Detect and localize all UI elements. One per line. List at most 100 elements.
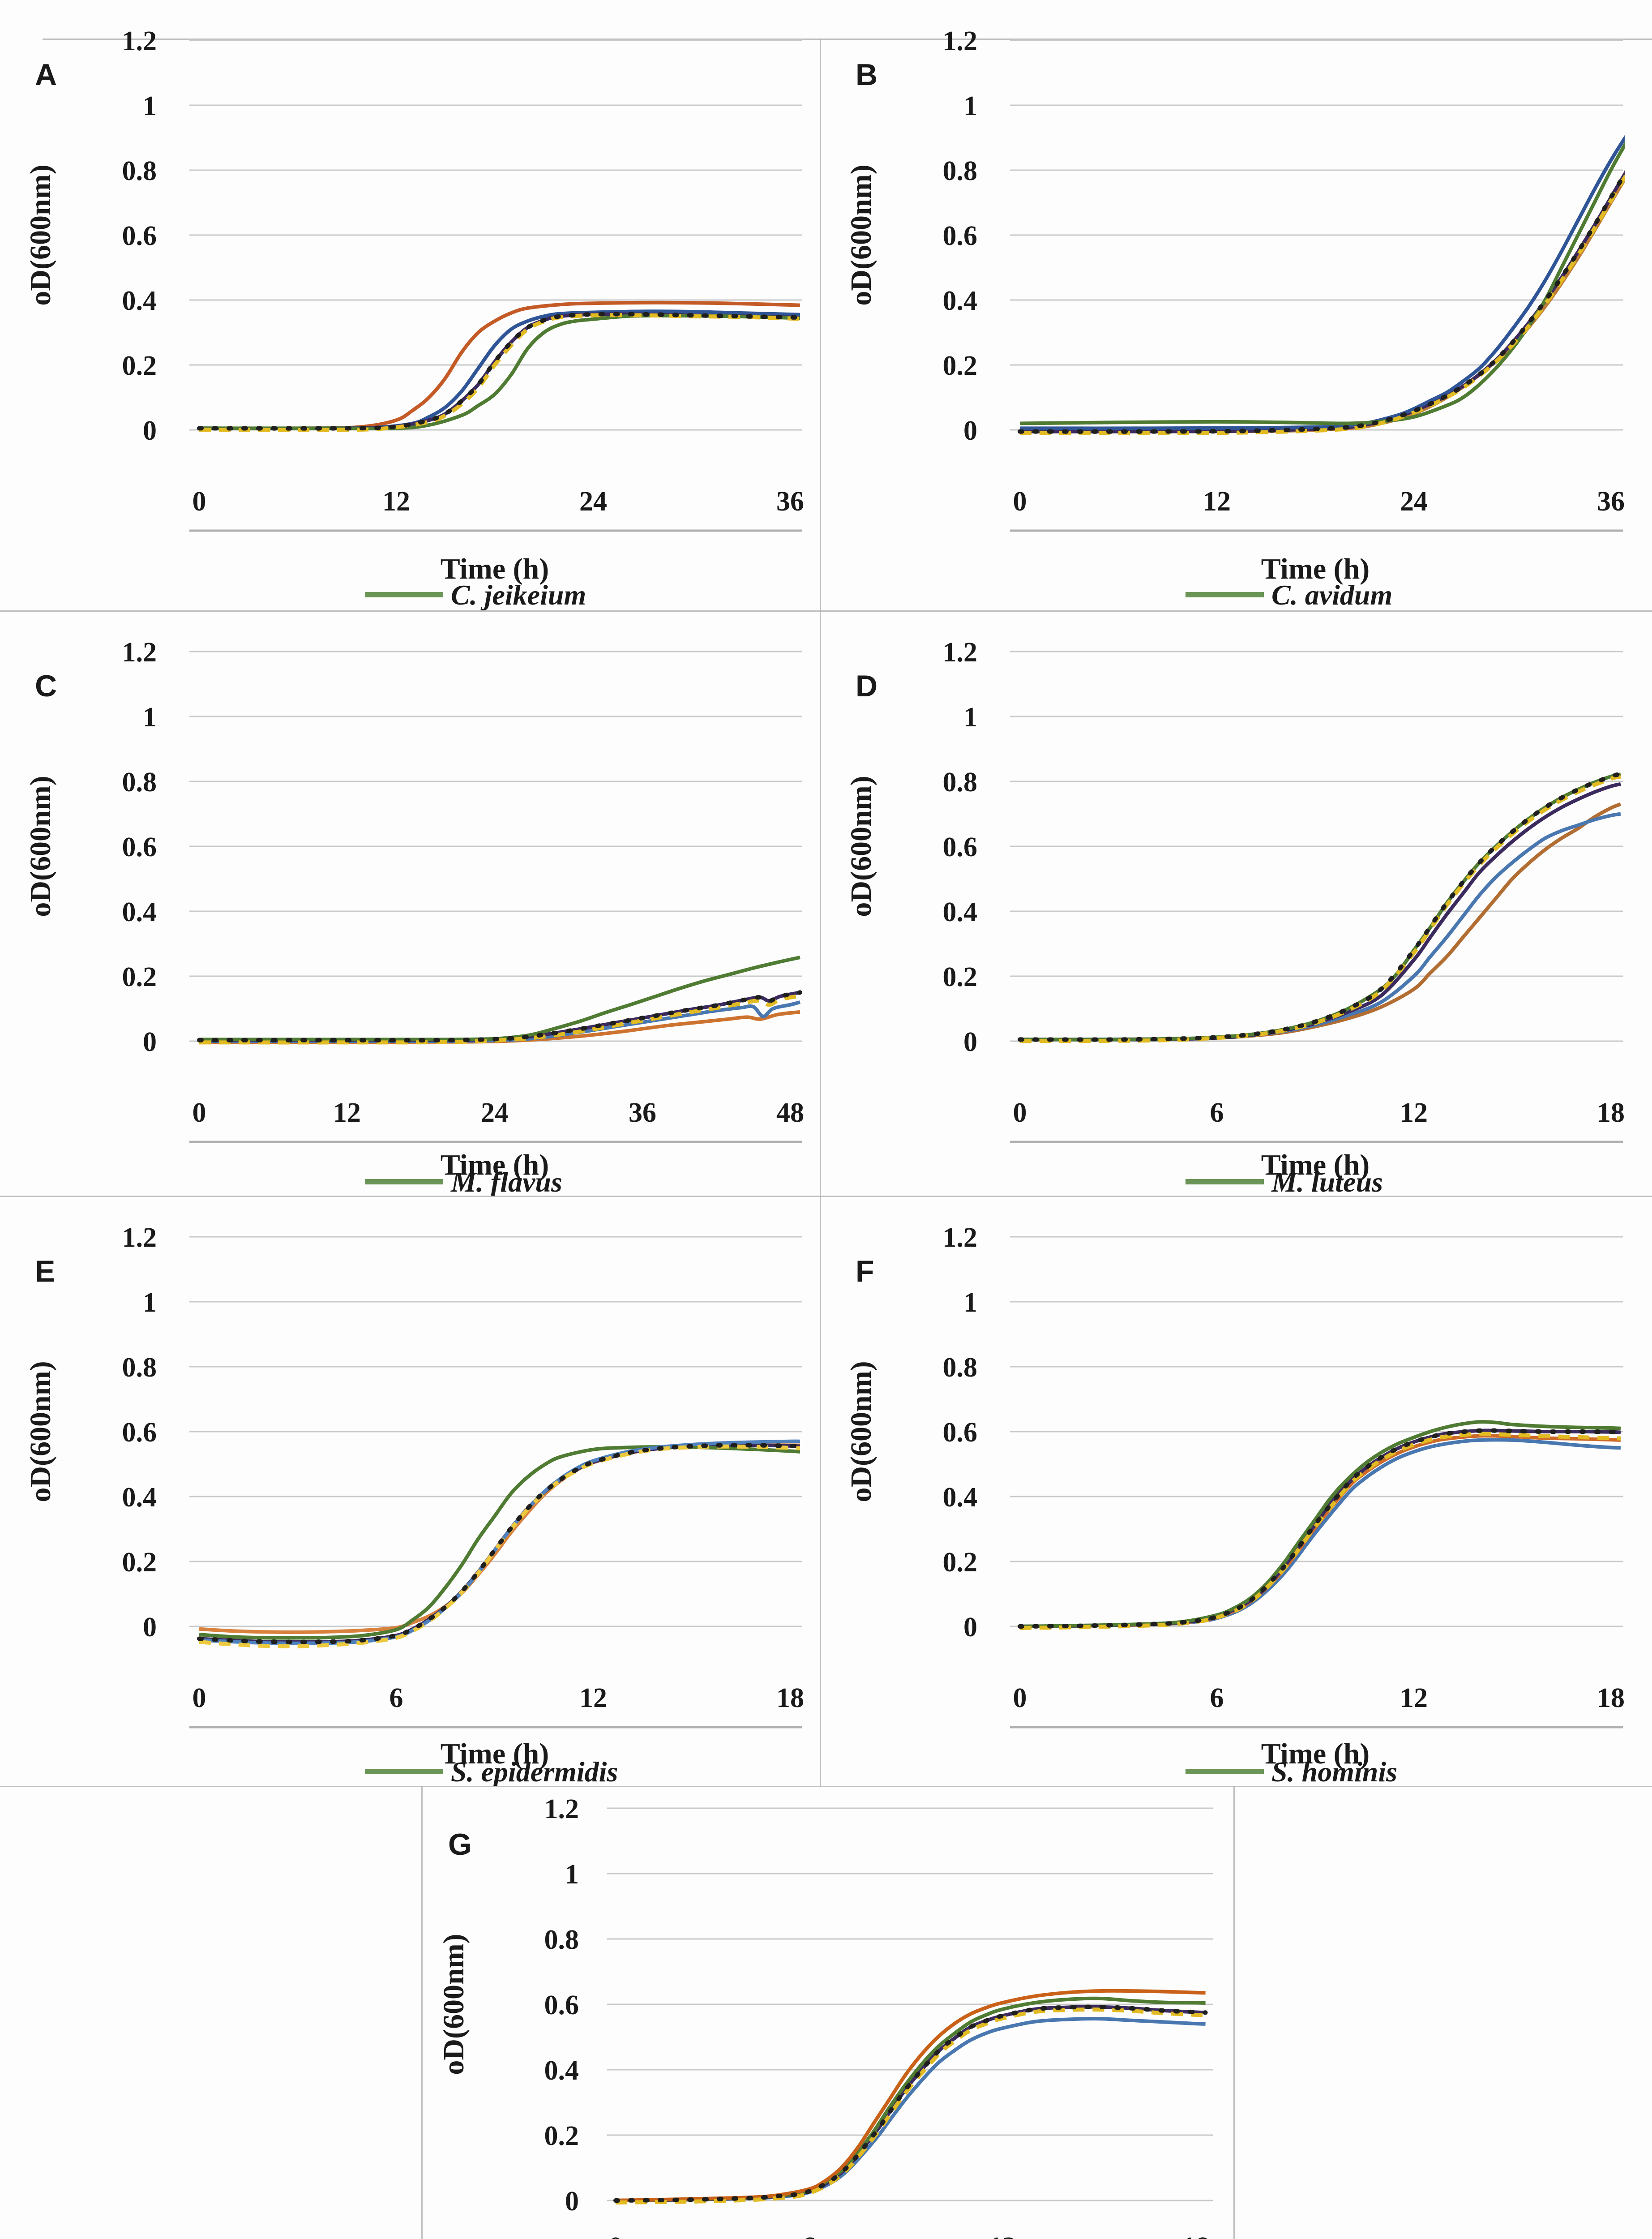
x-tick-labels: 0 6 12 18 bbox=[1013, 1683, 1625, 1713]
table-border-row1 bbox=[0, 610, 1652, 612]
series-line-replicate-yellow bbox=[1019, 173, 1625, 435]
y-tick-label: 0.8 bbox=[943, 767, 978, 798]
y-tick-label: 1.2 bbox=[943, 26, 978, 56]
y-tick-label: 0 bbox=[963, 1027, 977, 1057]
y-tick-label: 0.2 bbox=[943, 1547, 978, 1578]
y-tick-label: 0.6 bbox=[943, 221, 978, 251]
x-tick-labels: 0 12 24 36 bbox=[193, 486, 805, 517]
y-tick-label: 0.4 bbox=[122, 286, 157, 316]
gridlines bbox=[189, 39, 802, 431]
y-tick-label: 0.2 bbox=[544, 2121, 579, 2151]
legend-label: C. jeikeium bbox=[451, 579, 586, 610]
series-line-replicate-black bbox=[613, 2004, 1208, 2203]
series-line-replicate-black bbox=[197, 312, 802, 431]
panel-letter-G: G bbox=[448, 1827, 472, 1862]
series-line-replicate-green bbox=[199, 956, 800, 1042]
series-line-replicate-purple bbox=[615, 2005, 1206, 2202]
panel-D: D 1.2 1 0.8 0.6 0.4 0.2 0 0 6 12 18 oD(600nm) Time (h… bbox=[821, 611, 1652, 1196]
y-tick-label: 1.2 bbox=[544, 1794, 579, 1824]
x-tick-label: 18 bbox=[776, 1683, 804, 1713]
legend: S. hominis bbox=[1186, 1756, 1397, 1786]
series-line-replicate-orange bbox=[1019, 1434, 1621, 1628]
panel-C: C 1.2 1 0.8 0.6 0.4 0.2 0 0 12 24 36 48 oD(600nm) Time… bbox=[0, 611, 821, 1196]
series-group bbox=[1018, 772, 1623, 1043]
series-line-replicate-orange bbox=[1019, 175, 1625, 433]
series-line-replicate-black bbox=[197, 990, 802, 1043]
table-border-g-right bbox=[1233, 1786, 1235, 2239]
series-line-replicate-blue bbox=[1019, 812, 1621, 1042]
y-tick-label: 0 bbox=[143, 416, 157, 446]
x-tick-label: 0 bbox=[193, 1098, 206, 1128]
y-tick-label: 0.4 bbox=[943, 1482, 978, 1513]
x-axis-title: Time (h) bbox=[1261, 553, 1370, 585]
x-tick-labels: 0 6 12 18 bbox=[193, 1683, 805, 1713]
x-tick-label: 0 bbox=[193, 1683, 206, 1713]
series-line-replicate-orange bbox=[199, 1443, 800, 1634]
x-tick-label: 18 bbox=[1597, 1098, 1625, 1128]
legend: C. jeikeium bbox=[365, 579, 586, 610]
x-tick-label: 36 bbox=[629, 1098, 656, 1128]
x-axis-title: Time (h) bbox=[441, 553, 549, 585]
series-line-replicate-yellow bbox=[1019, 774, 1622, 1043]
y-axis-title: oD(600nm) bbox=[845, 1361, 877, 1502]
x-tick-label: 24 bbox=[579, 486, 607, 517]
y-tick-label: 1 bbox=[143, 702, 157, 733]
y-tick-label: 0.6 bbox=[122, 832, 157, 862]
table-border-row3 bbox=[0, 1786, 1652, 1787]
y-axis-title: oD(600nm) bbox=[845, 164, 877, 305]
y-tick-label: 0.2 bbox=[943, 351, 978, 381]
chart-C: C 1.2 1 0.8 0.6 0.4 0.2 0 0 12 24 36 48 oD(600nm) Time… bbox=[24, 637, 805, 1196]
y-tick-label: 1 bbox=[963, 1287, 977, 1318]
legend: S. epidermidis bbox=[365, 1756, 618, 1786]
series-group bbox=[613, 1989, 1208, 2205]
x-tick-label: 48 bbox=[776, 1098, 804, 1128]
y-tick-label: 0 bbox=[565, 2186, 579, 2217]
y-tick-label: 0.6 bbox=[122, 1417, 157, 1448]
series-group bbox=[1018, 1420, 1623, 1630]
y-tick-label: 1 bbox=[963, 702, 977, 733]
y-tick-label: 0.8 bbox=[943, 1352, 978, 1383]
y-axis-title: oD(600nm) bbox=[437, 1934, 470, 2075]
chart-D: D 1.2 1 0.8 0.6 0.4 0.2 0 0 6 12 18 oD(600nm) Time (h… bbox=[845, 637, 1625, 1196]
gridlines bbox=[189, 1236, 802, 1627]
legend-label: C. avidum bbox=[1271, 579, 1392, 610]
y-tick-label: 0.2 bbox=[122, 1547, 157, 1578]
x-tick-labels: 0 12 24 36 48 bbox=[193, 1098, 805, 1128]
x-tick-label: 0 bbox=[609, 2232, 623, 2239]
series-line-replicate-yellow bbox=[199, 1444, 800, 1648]
panel-E: E 1.2 1 0.8 0.6 0.4 0.2 0 0 6 12 18 oD(600nm) Time (h… bbox=[0, 1197, 821, 1786]
gridlines bbox=[1010, 651, 1623, 1042]
x-tick-label: 6 bbox=[1210, 1098, 1224, 1128]
y-tick-label: 1.2 bbox=[122, 1222, 157, 1253]
y-tick-labels: 1.2 1 0.8 0.6 0.4 0.2 0 bbox=[943, 26, 978, 446]
y-tick-label: 0.2 bbox=[943, 962, 978, 992]
y-tick-label: 1.2 bbox=[943, 1222, 978, 1253]
x-axis-title: Time (h) bbox=[441, 1737, 549, 1770]
y-tick-label: 0.4 bbox=[122, 897, 157, 927]
y-tick-label: 1.2 bbox=[122, 637, 157, 668]
y-tick-label: 0.6 bbox=[943, 1417, 978, 1448]
legend: M. flavus bbox=[365, 1166, 562, 1196]
y-tick-label: 1 bbox=[565, 1859, 579, 1890]
x-tick-label: 0 bbox=[1013, 486, 1027, 517]
y-tick-label: 0.4 bbox=[122, 1482, 157, 1513]
x-tick-label: 0 bbox=[193, 486, 206, 517]
y-tick-labels: 1.2 1 0.8 0.6 0.4 0.2 0 bbox=[943, 637, 978, 1057]
series-line-replicate-blue bbox=[615, 2017, 1206, 2202]
series-line-replicate-blue bbox=[1019, 1438, 1621, 1628]
y-axis-title: oD(600nm) bbox=[24, 776, 57, 917]
gridlines bbox=[189, 651, 802, 1042]
y-tick-labels: 1.2 1 0.8 0.6 0.4 0.2 0 bbox=[122, 26, 157, 446]
series-line-replicate-purple bbox=[199, 991, 800, 1042]
series-line-replicate-black bbox=[1018, 772, 1623, 1042]
y-tick-label: 0.6 bbox=[943, 832, 978, 862]
x-tick-label: 12 bbox=[333, 1098, 361, 1128]
y-tick-label: 0.6 bbox=[544, 1990, 579, 2020]
panel-letter-A: A bbox=[35, 58, 57, 92]
chart-A: A 1.2 1 0.8 0.6 0.4 0.2 0 0 12 24 36 oD(600nm) Time (… bbox=[24, 26, 805, 610]
x-tick-label: 12 bbox=[1400, 1683, 1428, 1713]
panel-F: F 1.2 1 0.8 0.6 0.4 0.2 0 0 6 12 18 oD(600nm) Time (h… bbox=[821, 1197, 1652, 1786]
series-group bbox=[1018, 135, 1625, 435]
series-line-replicate-yellow bbox=[199, 994, 800, 1045]
